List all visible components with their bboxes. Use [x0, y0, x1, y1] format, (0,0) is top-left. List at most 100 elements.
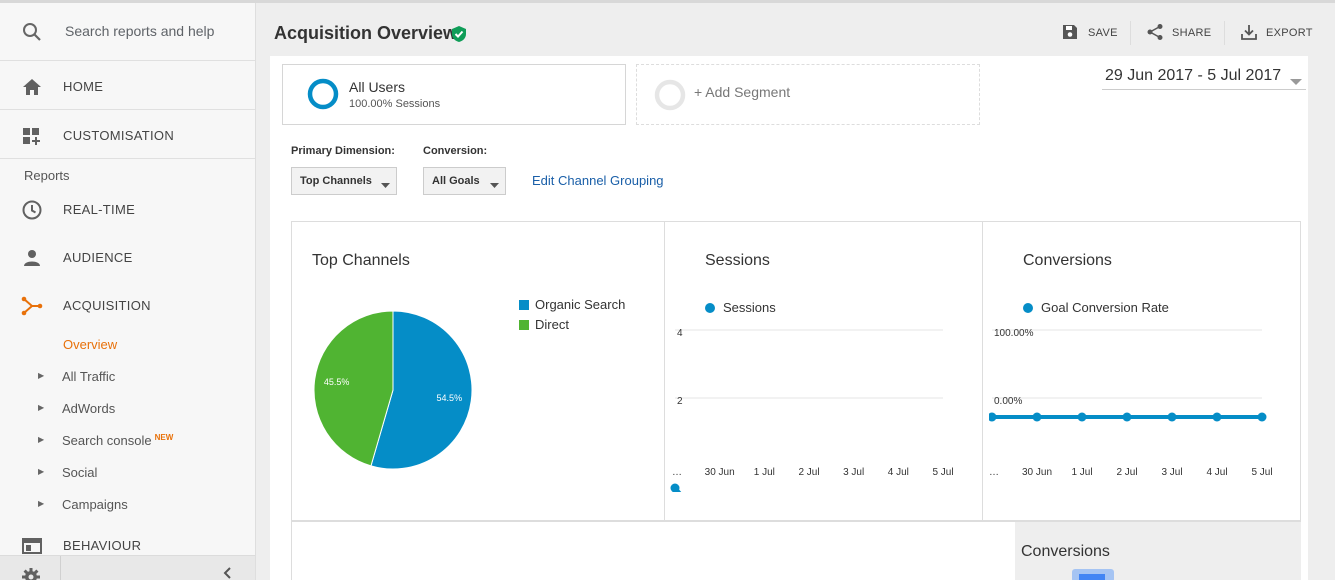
legend-dot: [1023, 303, 1033, 313]
top-channels-title: Top Channels: [312, 252, 410, 269]
primary-dimension-select[interactable]: Top Channels: [291, 167, 397, 195]
sidebar-item-label: AdWords: [62, 401, 116, 416]
legend-item-direct: Direct: [519, 317, 569, 332]
add-segment-label: + Add Segment: [694, 84, 791, 100]
data-point: [1212, 412, 1222, 422]
x-tick-label: 3 Jul: [1161, 467, 1182, 478]
gear-icon[interactable]: [20, 566, 42, 580]
data-point: [1167, 412, 1177, 422]
footer-divider: [60, 556, 61, 580]
sidebar-item-acquisition[interactable]: ACQUISITION: [0, 281, 255, 329]
data-point: [670, 483, 680, 492]
pie-slice-organic-search: [370, 310, 473, 470]
sidebar-item-overview[interactable]: Overview: [63, 337, 118, 352]
expand-arrow-icon: ▶: [38, 467, 45, 476]
conversions-tab-label: Conversions: [1021, 543, 1110, 560]
add-segment-button[interactable]: + Add Segment: [636, 64, 980, 125]
sidebar-item-search-console[interactable]: ▶ Search console NEW: [0, 427, 255, 459]
person-icon: [21, 247, 43, 269]
x-tick-label: 5 Jul: [932, 467, 953, 478]
sidebar-item-label: Social: [62, 465, 98, 480]
legend-swatch: [519, 300, 529, 310]
x-tick-label: 5 Jul: [1251, 467, 1272, 478]
dropdown-caret-icon: [381, 180, 390, 192]
data-point: [1077, 412, 1087, 422]
top-channels-pie-chart: 54.5% 45.5%: [313, 310, 473, 470]
header-divider: [1130, 21, 1131, 45]
sidebar-item-social[interactable]: ▶ Social: [0, 459, 255, 491]
save-button[interactable]: SAVE: [1062, 23, 1132, 43]
legend-label: Goal Conversion Rate: [1041, 300, 1169, 315]
x-tick-label: 1 Jul: [754, 467, 775, 478]
edit-channel-grouping-link[interactable]: Edit Channel Grouping: [532, 173, 664, 188]
panel-divider: [664, 222, 665, 520]
sidebar-item-label-wrap: Search console NEW: [62, 433, 173, 448]
sidebar-item-label: Campaigns: [62, 497, 128, 512]
data-point: [989, 412, 997, 422]
clock-icon: [21, 199, 43, 221]
chart-type-icon: [1079, 574, 1105, 580]
sidebar-item-campaigns[interactable]: ▶ Campaigns: [0, 491, 255, 523]
expand-arrow-icon: ▶: [38, 499, 45, 508]
sidebar-item-realtime[interactable]: REAL-TIME: [0, 185, 255, 233]
sidebar-item-label: HOME: [63, 79, 104, 94]
legend-label: Sessions: [723, 300, 776, 315]
search-placeholder: Search reports and help: [65, 23, 215, 39]
pie-slice-label: 45.5%: [324, 377, 350, 387]
sidebar: Search reports and help HOME CUSTOMISATI…: [0, 3, 256, 580]
y-tick-label: 4: [677, 328, 683, 339]
segment-all-users[interactable]: All Users 100.00% Sessions: [282, 64, 626, 125]
sidebar-item-audience[interactable]: AUDIENCE: [0, 233, 255, 281]
sidebar-item-label: BEHAVIOUR: [63, 538, 142, 553]
expand-arrow-icon: ▶: [38, 403, 45, 412]
x-tick-label: 3 Jul: [843, 467, 864, 478]
segment-name: All Users: [349, 79, 406, 95]
bottom-panel: Conversions: [291, 521, 1301, 580]
browser-window-icon: [21, 535, 43, 557]
series-area: [675, 488, 679, 492]
expand-arrow-icon: ▶: [38, 371, 45, 380]
sidebar-item-customisation[interactable]: CUSTOMISATION: [0, 111, 255, 159]
export-label: EXPORT: [1266, 27, 1313, 39]
share-label: SHARE: [1172, 27, 1212, 39]
divider: [0, 158, 255, 159]
charts-panel: Top Channels 54.5% 45.5% Organic Search D…: [291, 221, 1301, 521]
legend-item-organic-search: Organic Search: [519, 297, 625, 312]
sidebar-item-behaviour[interactable]: BEHAVIOUR: [0, 521, 255, 569]
legend-label: Direct: [535, 317, 569, 332]
report-header: Acquisition Overview SAVE SHARE EXPORT: [256, 3, 1335, 58]
segment-sessions: 100.00% Sessions: [349, 98, 441, 110]
sidebar-item-adwords[interactable]: ▶ AdWords: [0, 395, 255, 427]
dropdown-caret-icon: [490, 180, 499, 192]
sidebar-item-all-traffic[interactable]: ▶ All Traffic: [0, 363, 255, 395]
date-range-picker[interactable]: 29 Jun 2017 - 5 Jul 2017: [1102, 66, 1306, 90]
conversions-title: Conversions: [1023, 252, 1112, 269]
share-icon: [1146, 23, 1164, 44]
conversion-value: All Goals: [432, 175, 480, 187]
dropdown-caret-icon: [1290, 74, 1302, 92]
data-point: [1257, 412, 1267, 422]
conversion-label: Conversion:: [423, 145, 488, 157]
download-icon: [1240, 23, 1258, 44]
sidebar-item-home[interactable]: HOME: [0, 62, 255, 110]
export-button[interactable]: EXPORT: [1240, 23, 1320, 43]
pie-slice-label: 54.5%: [437, 393, 463, 403]
header-divider: [1224, 21, 1225, 45]
sidebar-search[interactable]: Search reports and help: [0, 3, 255, 61]
save-label: SAVE: [1088, 27, 1118, 39]
legend-swatch: [519, 320, 529, 330]
panel-divider: [982, 222, 983, 520]
conversions-tab[interactable]: Conversions: [1015, 522, 1301, 580]
divider: [0, 109, 255, 110]
sidebar-item-label: CUSTOMISATION: [63, 128, 175, 143]
home-icon: [21, 76, 43, 98]
conversion-select[interactable]: All Goals: [423, 167, 506, 195]
x-tick-label: 1 Jul: [1071, 467, 1092, 478]
collapse-chevron-icon[interactable]: [221, 566, 235, 580]
primary-dimension-value: Top Channels: [300, 175, 372, 187]
search-icon: [21, 21, 43, 48]
segment-ring-icon: [307, 77, 341, 116]
sessions-line-chart: 4 2 … 30 Jun 1 Jul 2 Jul 3 Jul 4 Jul 5 Jul: [670, 328, 954, 492]
share-button[interactable]: SHARE: [1146, 23, 1220, 43]
expand-arrow-icon: ▶: [38, 435, 45, 444]
